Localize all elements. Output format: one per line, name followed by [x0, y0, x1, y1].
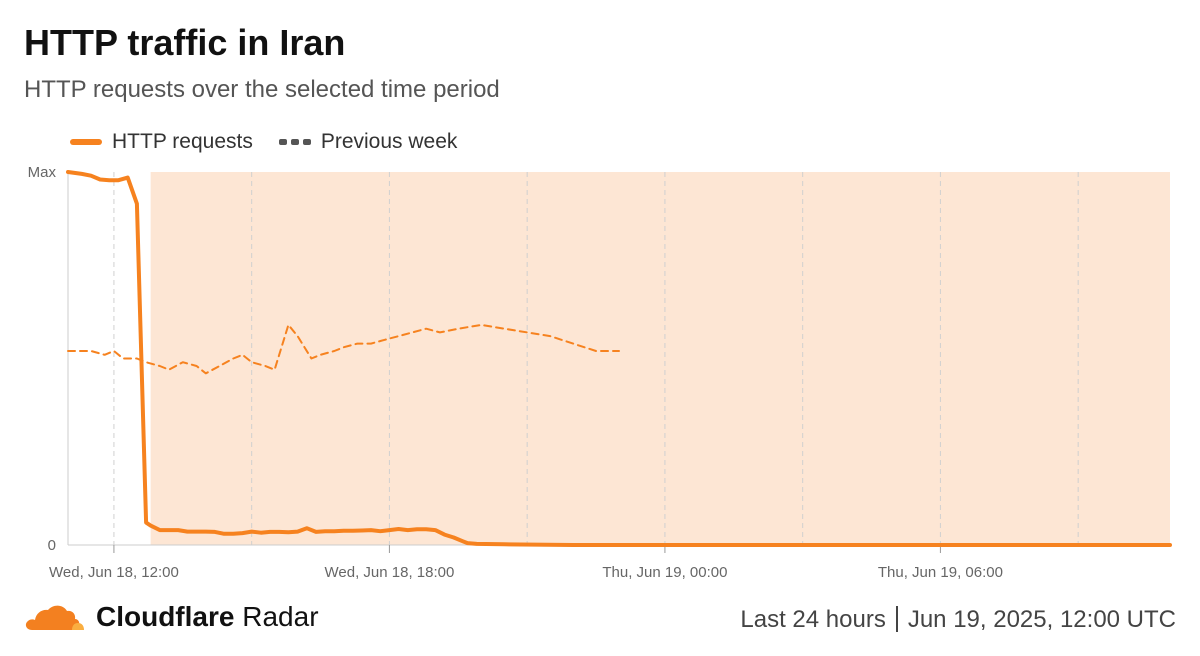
x-tick-label: Thu, Jun 19, 00:00 [602, 564, 727, 581]
legend-dashed-line-icon [278, 139, 311, 145]
cloudflare-cloud-icon [25, 605, 84, 630]
traffic-chart: Max 0 Wed, Jun 18, 12:00 Wed, Jun 18, 18:00… [28, 164, 1172, 581]
footer-timestamp: Last 24 hours Jun 19, 2025, 12:00 UTC [740, 605, 1176, 634]
legend-item-http-requests[interactable]: HTTP requests [70, 130, 253, 154]
brand-name: Cloudflare Radar [96, 601, 319, 632]
x-tick-label: Wed, Jun 18, 12:00 [49, 564, 179, 581]
http-requests-line [66, 170, 1172, 547]
x-tick-label: Wed, Jun 18, 18:00 [325, 564, 455, 581]
highlight-range [150, 172, 1170, 545]
y-tick-label: 0 [48, 537, 56, 554]
legend-solid-line-icon [70, 139, 102, 145]
x-tick-label: Thu, Jun 19, 06:00 [878, 564, 1003, 581]
y-tick-label: Max [28, 164, 57, 181]
footer-date: Jun 19, 2025, 12:00 UTC [907, 606, 1176, 633]
chart-legend: HTTP requests Previous week [70, 130, 483, 154]
cloudflare-radar-logo[interactable]: Cloudflare Radar [22, 600, 319, 634]
previous-week-line [67, 323, 620, 375]
legend-label-http-requests: HTTP requests [112, 130, 253, 153]
page-subtitle: HTTP requests over the selected time per… [24, 76, 500, 103]
footer-period: Last 24 hours [740, 606, 886, 633]
legend-label-previous-week: Previous week [320, 130, 458, 153]
page-title: HTTP traffic in Iran [24, 22, 346, 63]
footer-separator [895, 605, 898, 632]
legend-item-previous-week[interactable]: Previous week [278, 130, 458, 154]
